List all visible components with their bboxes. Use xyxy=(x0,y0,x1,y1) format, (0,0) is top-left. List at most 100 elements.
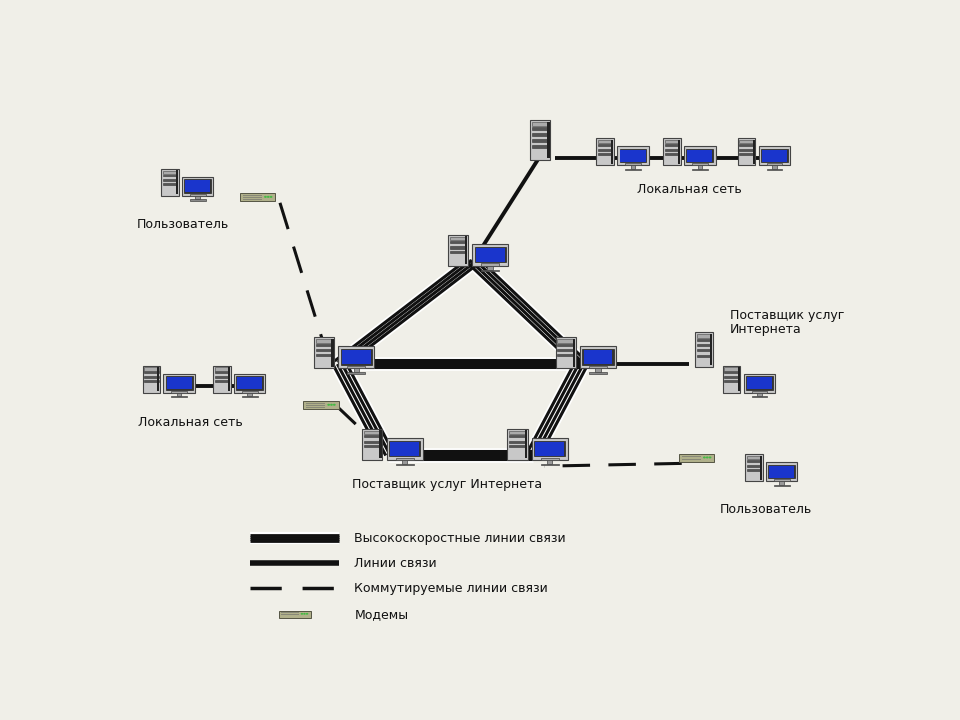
Bar xyxy=(747,456,761,459)
Bar xyxy=(692,168,708,170)
Bar xyxy=(474,246,506,262)
Bar xyxy=(612,140,613,164)
Bar xyxy=(686,149,713,163)
Bar xyxy=(402,459,407,464)
Bar xyxy=(389,441,420,456)
Bar xyxy=(303,401,339,409)
Bar xyxy=(196,196,200,199)
Bar xyxy=(540,464,559,465)
Bar xyxy=(679,454,714,462)
Bar xyxy=(682,458,701,459)
Bar xyxy=(481,269,499,271)
Bar xyxy=(757,392,762,396)
Bar xyxy=(547,459,552,464)
Bar xyxy=(162,174,178,176)
Bar xyxy=(664,144,680,146)
Bar xyxy=(509,431,526,434)
Bar xyxy=(664,153,680,155)
Bar xyxy=(449,237,467,240)
Bar xyxy=(278,611,311,618)
Bar xyxy=(190,194,205,196)
Text: Высокоскоростные линии связи: Высокоскоростные линии связи xyxy=(354,532,566,545)
Bar xyxy=(747,469,761,471)
Bar xyxy=(739,144,754,146)
Bar xyxy=(176,171,178,194)
Bar xyxy=(185,180,210,192)
Bar xyxy=(589,366,607,368)
Bar xyxy=(143,366,160,392)
Bar xyxy=(162,171,178,174)
Bar xyxy=(724,372,739,373)
Bar xyxy=(234,374,266,392)
Bar xyxy=(161,169,179,196)
Bar xyxy=(240,193,276,202)
Bar xyxy=(724,376,739,378)
Bar xyxy=(449,246,467,248)
Bar xyxy=(387,438,422,459)
Bar xyxy=(144,372,158,373)
Circle shape xyxy=(303,613,305,615)
Bar xyxy=(449,241,467,243)
Bar xyxy=(772,166,777,168)
Circle shape xyxy=(327,404,330,406)
Bar xyxy=(547,122,550,158)
Bar xyxy=(281,614,299,615)
Bar xyxy=(744,374,775,392)
Bar xyxy=(746,376,773,390)
Bar xyxy=(532,127,549,130)
Bar xyxy=(739,153,754,155)
Bar xyxy=(248,392,252,396)
Bar xyxy=(595,368,601,372)
Bar xyxy=(379,431,382,458)
Bar xyxy=(724,380,739,382)
Bar xyxy=(580,346,616,368)
Bar xyxy=(171,396,187,397)
Bar xyxy=(532,438,567,459)
Bar xyxy=(780,481,784,485)
Text: Пользователь: Пользователь xyxy=(137,217,229,231)
Bar xyxy=(144,380,158,382)
Bar xyxy=(488,266,492,269)
Bar xyxy=(338,346,374,368)
Bar xyxy=(617,146,649,166)
Bar xyxy=(723,366,740,392)
Bar xyxy=(316,339,332,343)
Bar xyxy=(364,436,381,438)
Bar xyxy=(144,376,158,378)
Bar xyxy=(237,377,262,389)
Bar xyxy=(682,459,701,460)
Bar xyxy=(465,236,468,264)
Bar xyxy=(316,349,332,351)
Text: Локальная сеть: Локальная сеть xyxy=(138,415,243,428)
Bar xyxy=(584,351,612,364)
Bar xyxy=(678,140,681,164)
Bar xyxy=(684,146,715,166)
Bar xyxy=(242,396,257,397)
Bar xyxy=(739,140,754,143)
Circle shape xyxy=(333,404,336,406)
Bar xyxy=(509,441,526,443)
Bar xyxy=(306,403,325,404)
Bar xyxy=(508,429,528,459)
Bar xyxy=(664,148,680,150)
Bar xyxy=(598,144,612,146)
Circle shape xyxy=(264,196,267,198)
Bar xyxy=(769,466,794,477)
Text: Поставщик услуг Интернета: Поставщик услуг Интернета xyxy=(352,478,542,491)
Bar xyxy=(364,445,381,447)
Text: Локальная сеть: Локальная сеть xyxy=(636,183,741,196)
Bar xyxy=(348,366,365,368)
Bar xyxy=(449,251,467,253)
Bar xyxy=(625,163,641,166)
Bar xyxy=(739,148,754,150)
Bar xyxy=(341,349,372,365)
Bar xyxy=(698,166,703,168)
Bar xyxy=(697,344,711,346)
Bar xyxy=(167,377,192,389)
Bar xyxy=(697,334,711,338)
Bar xyxy=(573,339,575,366)
Circle shape xyxy=(330,404,333,406)
Bar xyxy=(532,133,549,136)
Bar xyxy=(687,150,712,162)
Bar xyxy=(472,244,508,266)
